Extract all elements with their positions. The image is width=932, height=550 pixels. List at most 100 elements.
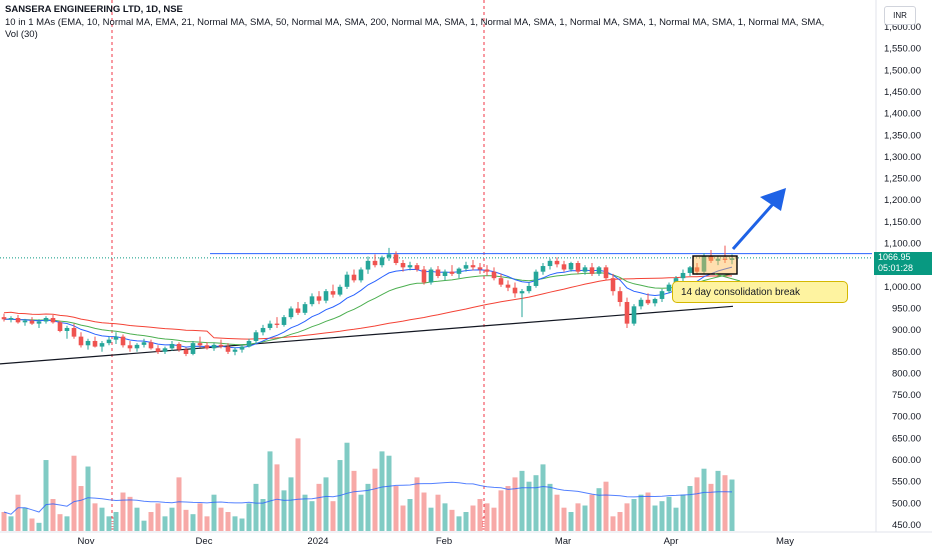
volume-bar bbox=[211, 494, 217, 531]
candle-body bbox=[120, 336, 126, 346]
volume-bar bbox=[155, 503, 161, 531]
candle-body bbox=[92, 340, 98, 347]
volume-bar bbox=[582, 505, 588, 531]
volume-bar bbox=[379, 451, 385, 531]
candle-body bbox=[246, 340, 252, 347]
volume-bar bbox=[85, 466, 91, 531]
volume-bar bbox=[589, 494, 595, 531]
volume-bar bbox=[435, 494, 441, 531]
volume-bar bbox=[505, 486, 511, 531]
volume-bar bbox=[554, 494, 560, 531]
candle-body bbox=[22, 320, 28, 323]
volume-bar bbox=[106, 516, 112, 531]
price-tick-label: 800.00 bbox=[892, 368, 921, 379]
price-tick-label: 950.00 bbox=[892, 303, 921, 314]
candle-body bbox=[540, 266, 546, 272]
volume-legend[interactable]: Vol (30) bbox=[5, 29, 38, 40]
volume-bar bbox=[267, 451, 273, 531]
candle-body bbox=[428, 269, 434, 283]
currency-label[interactable]: INR bbox=[884, 6, 916, 25]
candle-body bbox=[183, 349, 189, 354]
candle-body bbox=[624, 301, 630, 324]
volume-bar bbox=[631, 499, 637, 531]
candle-body bbox=[568, 263, 574, 270]
candle-body bbox=[470, 265, 476, 268]
candle-body bbox=[645, 299, 651, 304]
volume-bar bbox=[323, 477, 329, 531]
volume-bar bbox=[288, 477, 294, 531]
candle-body bbox=[190, 343, 196, 354]
sma50-line bbox=[3, 275, 732, 340]
volume-bar bbox=[659, 501, 665, 531]
volume-bar bbox=[477, 499, 483, 531]
candle-body bbox=[463, 265, 469, 269]
candle-body bbox=[176, 343, 182, 350]
volume-bar bbox=[372, 468, 378, 531]
candle-body bbox=[337, 286, 343, 295]
volume-bar bbox=[645, 492, 651, 531]
candle-body bbox=[701, 255, 707, 272]
volume-bar bbox=[694, 477, 700, 531]
time-tick-label: Dec bbox=[196, 536, 213, 547]
volume-bar bbox=[141, 520, 147, 531]
indicator-legend[interactable]: 10 in 1 MAs (EMA, 10, Normal MA, EMA, 21… bbox=[5, 17, 825, 28]
candle-body bbox=[225, 346, 231, 352]
price-tick-label: 1,150.00 bbox=[884, 217, 921, 228]
volume-bar bbox=[568, 512, 574, 531]
breakout-arrow-shaft bbox=[731, 203, 775, 250]
volume-bar bbox=[246, 503, 252, 531]
candle-body bbox=[8, 318, 14, 320]
price-tick-label: 1,250.00 bbox=[884, 174, 921, 185]
candle-body bbox=[435, 269, 441, 276]
volume-bar bbox=[533, 475, 539, 531]
volume-bar bbox=[204, 516, 210, 531]
volume-bar bbox=[169, 507, 175, 531]
volume-bar bbox=[183, 509, 189, 531]
volume-bar bbox=[190, 514, 196, 531]
candle-body bbox=[57, 322, 63, 331]
candle-body bbox=[232, 349, 238, 352]
price-tick-label: 450.00 bbox=[892, 520, 921, 531]
volume-bar bbox=[470, 505, 476, 531]
candle-body bbox=[267, 323, 273, 328]
consolidation-box bbox=[692, 255, 738, 275]
last-price-label: 1066.95 05:01:28 bbox=[874, 252, 932, 275]
volume-bar bbox=[603, 481, 609, 531]
candle-body bbox=[449, 271, 455, 274]
volume-bar bbox=[309, 501, 315, 531]
candle-body bbox=[99, 343, 105, 347]
volume-bar bbox=[715, 470, 721, 531]
candle-body bbox=[162, 348, 168, 352]
candle-body bbox=[281, 317, 287, 325]
volume-bar bbox=[92, 503, 98, 531]
candle-body bbox=[610, 278, 616, 292]
volume-bar bbox=[295, 438, 301, 531]
candle-body bbox=[218, 344, 224, 347]
candle-body bbox=[694, 267, 700, 272]
earnings-marker-label: E bbox=[481, 520, 486, 529]
candle-body bbox=[204, 345, 210, 349]
volume-bar bbox=[302, 494, 308, 531]
candle-body bbox=[1, 317, 7, 320]
candle-body bbox=[169, 343, 175, 349]
price-tick-label: 750.00 bbox=[892, 390, 921, 401]
candle-body bbox=[288, 308, 294, 318]
time-tick-label: 2024 bbox=[307, 536, 328, 547]
volume-bar bbox=[78, 486, 84, 531]
volume-bar bbox=[50, 499, 56, 531]
volume-bar bbox=[708, 483, 714, 531]
volume-bar bbox=[512, 477, 518, 531]
earnings-marker-label: E bbox=[109, 520, 114, 529]
price-tick-label: 1,600.00 bbox=[884, 22, 921, 33]
chart-title: SANSERA ENGINEERING LTD, 1D, NSE bbox=[5, 4, 183, 15]
volume-bar bbox=[561, 507, 567, 531]
candle-body bbox=[575, 263, 581, 272]
volume-bar bbox=[687, 486, 693, 531]
price-tick-label: 700.00 bbox=[892, 412, 921, 423]
volume-bar bbox=[358, 494, 364, 531]
volume-bar bbox=[526, 481, 532, 531]
candle-body bbox=[512, 287, 518, 294]
price-tick-label: 1,300.00 bbox=[884, 152, 921, 163]
consolidation-annotation[interactable]: 14 day consolidation break bbox=[672, 281, 848, 303]
